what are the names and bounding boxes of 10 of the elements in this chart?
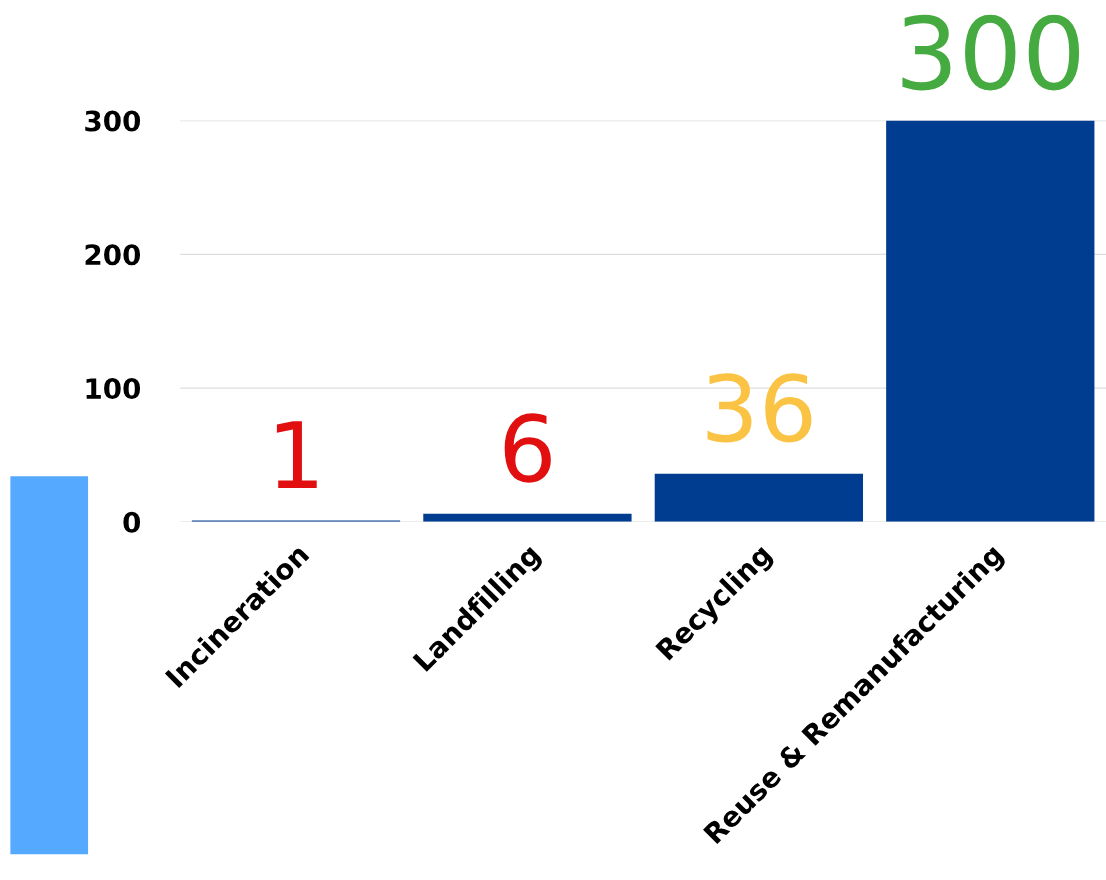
data-label: 1 [276,421,317,489]
y-tick-label: 100 [86,378,141,400]
data-label: 6 [504,413,551,483]
y-tick-label: 300 [85,110,141,132]
bar [886,120,1095,522]
data-label: 300 [902,14,1080,91]
y-tick-label: 0 [123,511,141,533]
bar [654,473,863,522]
y-tick-label: 200 [85,244,141,266]
data-label: 36 [707,373,812,443]
